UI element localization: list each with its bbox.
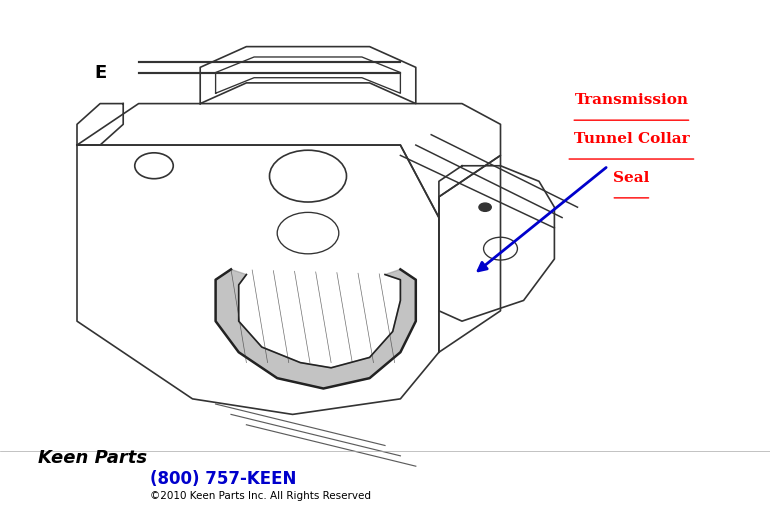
Text: Tunnel Collar: Tunnel Collar xyxy=(574,132,689,146)
Text: Seal: Seal xyxy=(613,171,650,185)
Text: (800) 757-KEEN: (800) 757-KEEN xyxy=(150,470,296,488)
Text: Keen Parts: Keen Parts xyxy=(38,450,148,467)
Circle shape xyxy=(479,203,491,211)
Polygon shape xyxy=(216,269,416,388)
Text: Transmission: Transmission xyxy=(574,93,688,107)
Text: ©2010 Keen Parts Inc. All Rights Reserved: ©2010 Keen Parts Inc. All Rights Reserve… xyxy=(150,491,371,501)
Text: E: E xyxy=(94,64,106,81)
